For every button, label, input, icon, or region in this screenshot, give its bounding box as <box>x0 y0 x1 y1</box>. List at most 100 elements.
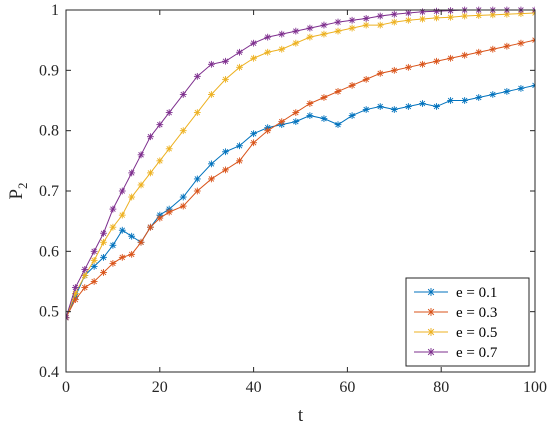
legend-item: e = 0.7 <box>414 345 498 361</box>
y-tick-label: 0.4 <box>39 364 59 381</box>
data-point <box>362 106 370 113</box>
y-tick-label: 0.6 <box>39 243 59 260</box>
data-point <box>320 115 328 122</box>
series-3 <box>66 9 535 322</box>
y-tick-label: 0.9 <box>39 62 59 79</box>
data-point <box>348 112 356 119</box>
legend-swatch-marker <box>427 348 435 356</box>
data-point <box>419 15 426 23</box>
data-point <box>147 133 154 141</box>
data-point <box>461 12 469 20</box>
data-point <box>517 39 525 47</box>
data-point <box>503 42 511 50</box>
data-point <box>320 30 328 38</box>
data-point <box>100 238 107 246</box>
data-point <box>475 48 483 56</box>
series-layer <box>66 6 535 322</box>
data-point <box>461 97 469 104</box>
data-point <box>376 69 384 77</box>
data-point <box>306 100 314 107</box>
data-point <box>81 284 89 291</box>
y-tick-label: 0.5 <box>39 304 59 321</box>
data-point <box>390 10 398 18</box>
x-axis-label: t <box>298 405 304 426</box>
data-point <box>90 256 98 264</box>
data-point <box>128 232 136 240</box>
data-point <box>165 208 173 216</box>
data-point <box>90 263 98 270</box>
data-point <box>193 187 201 195</box>
y-axis-label: P2 <box>6 182 30 199</box>
data-point <box>419 100 426 107</box>
data-point <box>128 193 136 201</box>
data-point <box>376 103 384 110</box>
data-point <box>156 214 164 222</box>
data-point <box>531 36 535 44</box>
data-point <box>292 118 300 126</box>
data-point <box>404 103 412 110</box>
data-point <box>475 12 483 19</box>
series-line <box>66 39 535 318</box>
data-point <box>118 211 126 219</box>
data-point <box>292 109 300 116</box>
data-point <box>100 269 107 276</box>
ticks-layer: 0 20 40 60 80 100 0.4 0.5 0.6 0.7 0.8 0.9 1 <box>39 2 547 396</box>
data-point <box>250 139 257 147</box>
data-point <box>179 193 187 201</box>
data-point <box>433 7 440 15</box>
data-point <box>222 57 229 65</box>
data-point <box>320 21 328 29</box>
data-point <box>475 94 483 101</box>
data-point <box>100 253 107 261</box>
legend-item: e = 0.3 <box>414 305 497 321</box>
data-point <box>66 314 70 322</box>
data-point <box>147 169 154 177</box>
data-point <box>109 260 117 267</box>
data-point <box>109 223 117 231</box>
data-point <box>90 278 98 285</box>
data-point <box>250 39 257 47</box>
data-point <box>207 91 215 98</box>
data-point <box>179 127 187 135</box>
x-tick-label: 80 <box>433 379 449 396</box>
y-tick-label: 0.7 <box>39 183 59 200</box>
data-point <box>306 24 314 32</box>
data-point <box>250 130 257 138</box>
x-tick-label: 0 <box>62 379 70 396</box>
data-point <box>137 238 145 246</box>
data-point <box>489 45 497 53</box>
data-point <box>193 175 201 183</box>
data-point <box>207 160 215 168</box>
data-point <box>222 75 229 83</box>
data-point <box>306 33 314 41</box>
data-point <box>334 18 342 26</box>
data-point <box>193 72 201 80</box>
data-point <box>207 60 215 68</box>
data-point <box>531 82 535 89</box>
data-point <box>390 106 398 113</box>
legend-swatch-marker <box>427 308 435 316</box>
data-point <box>433 57 440 65</box>
data-point <box>433 103 440 110</box>
data-point <box>278 30 286 38</box>
data-point <box>320 94 328 101</box>
data-point <box>90 247 98 255</box>
legend-label: e = 0.5 <box>456 325 497 341</box>
data-point <box>118 253 126 261</box>
data-point <box>390 66 398 74</box>
series-line <box>66 12 535 318</box>
data-point <box>334 121 342 129</box>
legend-label: e = 0.3 <box>456 305 497 321</box>
data-point <box>278 118 286 126</box>
data-point <box>81 266 89 273</box>
legend-item: e = 0.1 <box>414 285 497 301</box>
y-tick-label: 1 <box>51 2 59 19</box>
data-point <box>165 145 173 153</box>
data-point <box>419 60 426 68</box>
data-point <box>137 181 145 189</box>
legend-swatch-marker <box>427 288 435 296</box>
data-point <box>447 97 454 104</box>
data-point <box>362 21 370 29</box>
data-point <box>71 284 79 291</box>
